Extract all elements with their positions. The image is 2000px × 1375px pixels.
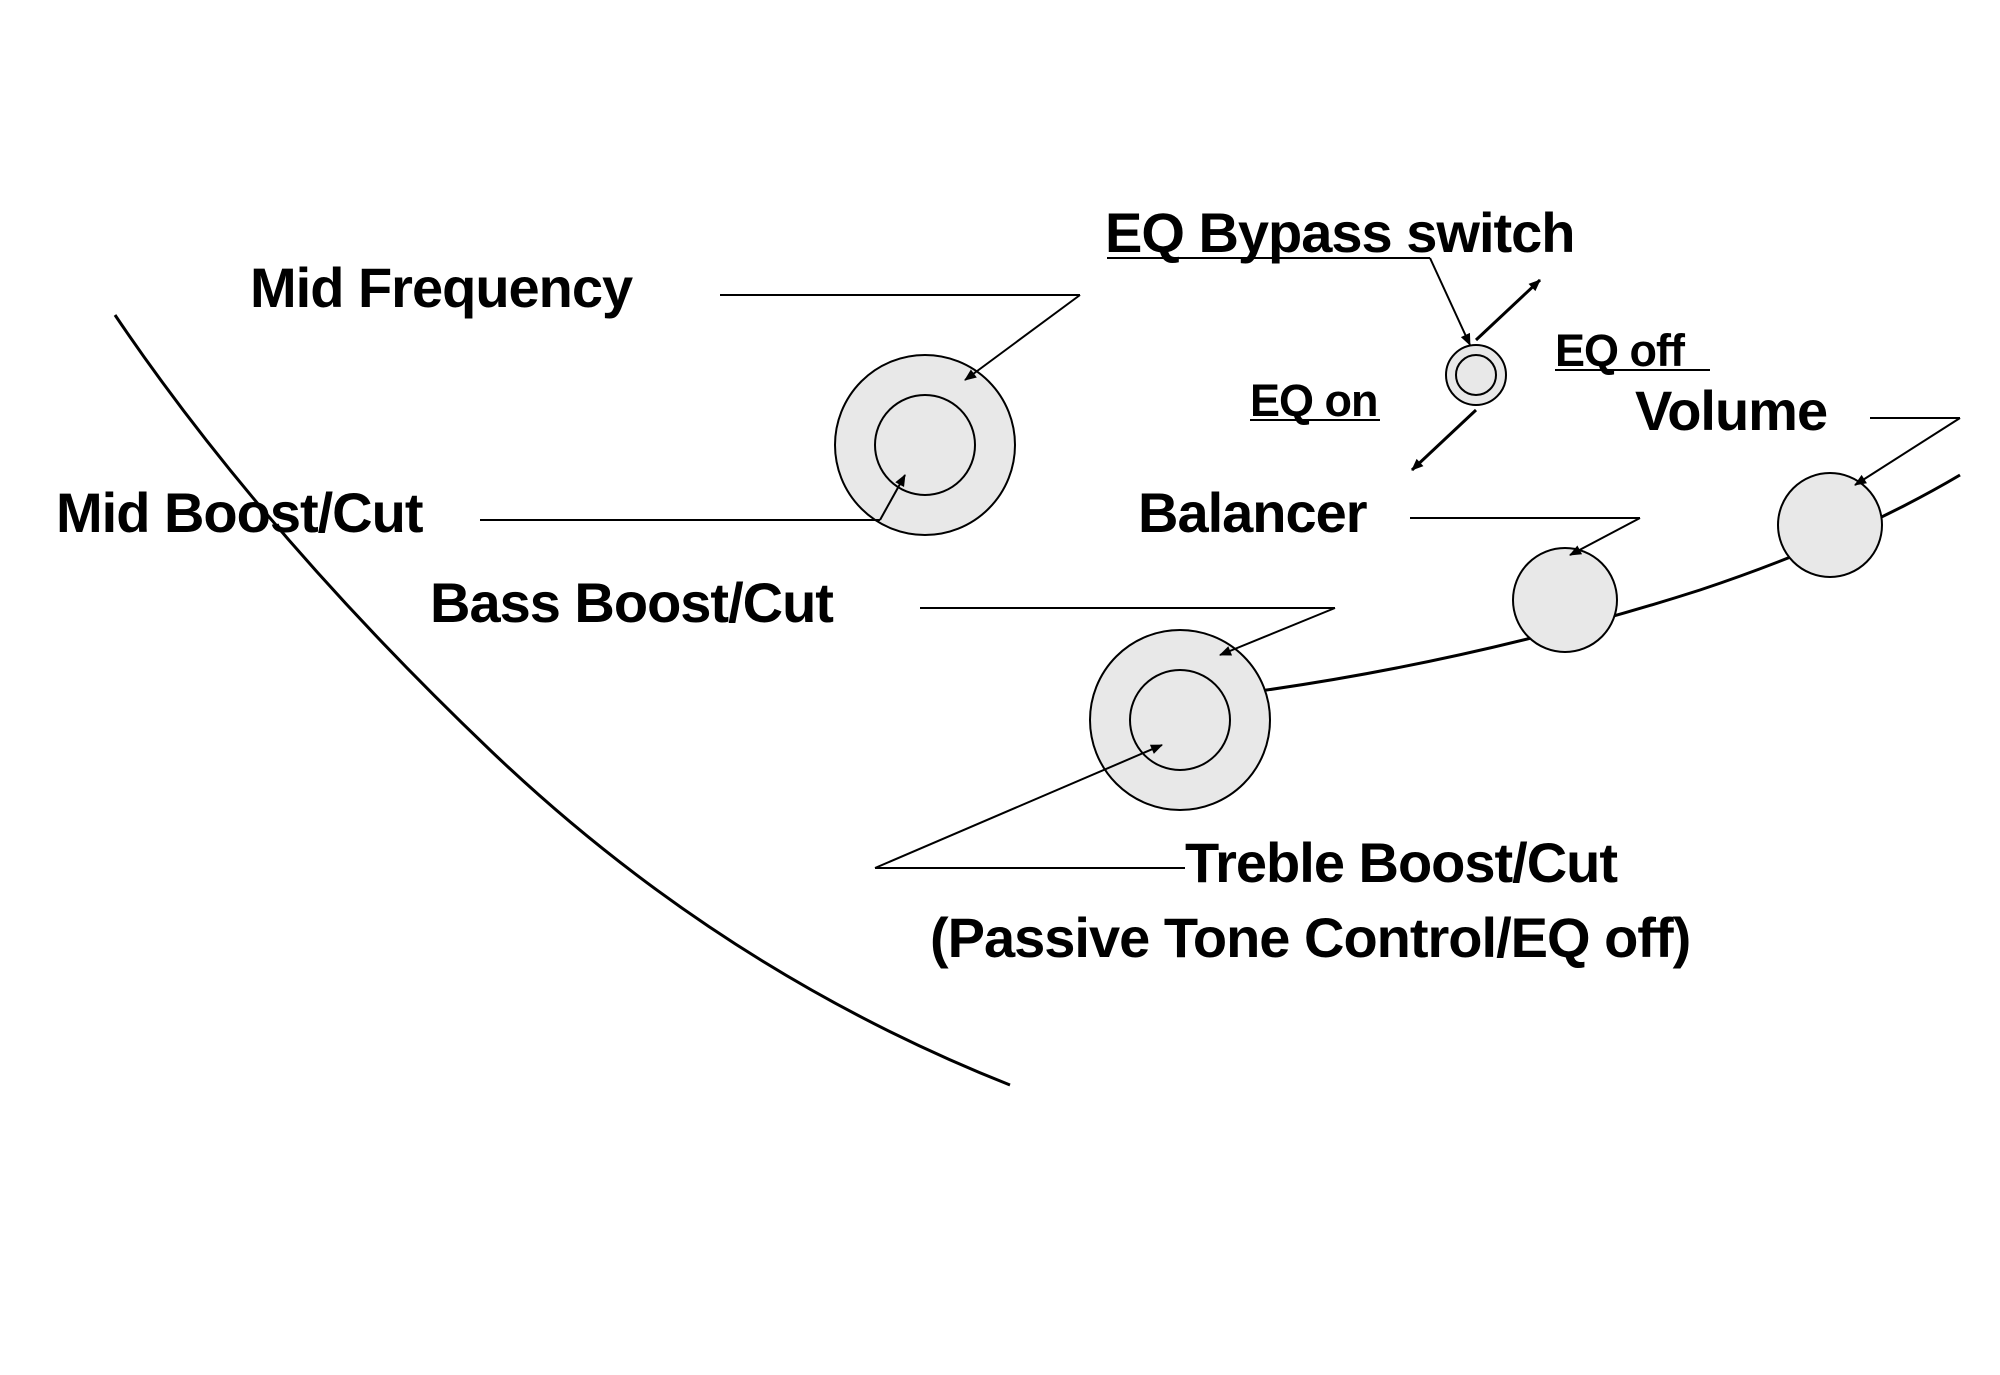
mid-boost-cut-label: Mid Boost/Cut: [56, 480, 422, 545]
eq-on-label: EQ on: [1250, 375, 1378, 427]
eq-bypass-switch: [1446, 345, 1506, 405]
volume-knob: [1778, 473, 1882, 577]
eq-bypass-label: EQ Bypass switch: [1105, 200, 1575, 265]
balancer-knob: [1513, 548, 1617, 652]
control-diagram: [0, 0, 2000, 1375]
eq-off-label: EQ off: [1555, 325, 1684, 377]
treble-label-line1: Treble Boost/Cut: [1185, 830, 1617, 895]
mid-knob: [835, 355, 1015, 535]
bass-knob: [1090, 630, 1270, 810]
mid-frequency-label: Mid Frequency: [250, 255, 632, 320]
treble-label-line2: (Passive Tone Control/EQ off): [930, 905, 1690, 970]
bass-boost-cut-label: Bass Boost/Cut: [430, 570, 833, 635]
balancer-label: Balancer: [1138, 480, 1367, 545]
volume-label: Volume: [1635, 378, 1827, 443]
